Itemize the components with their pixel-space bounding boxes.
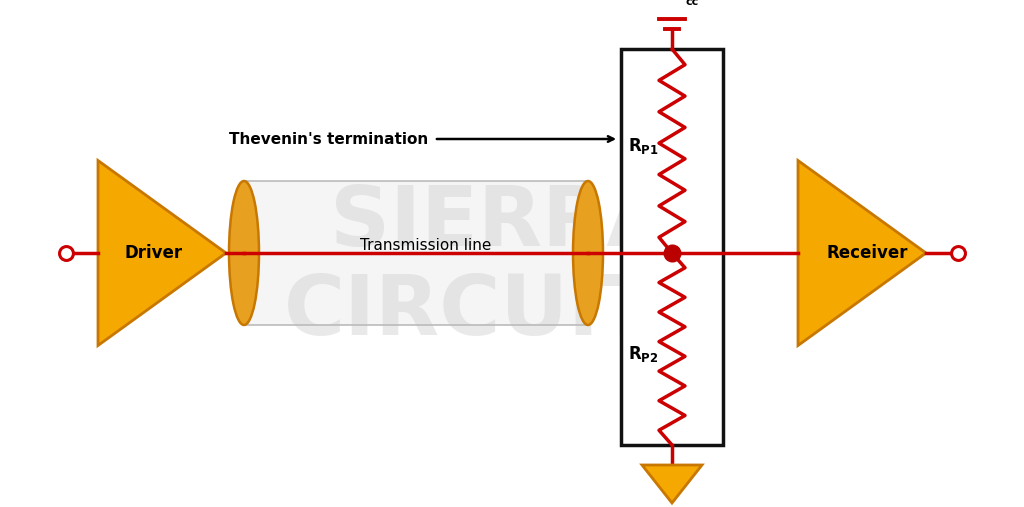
Ellipse shape xyxy=(229,181,259,325)
Text: V: V xyxy=(673,0,686,2)
Bar xyxy=(244,181,588,325)
Polygon shape xyxy=(642,465,702,503)
Text: cc: cc xyxy=(686,0,699,7)
Text: Transmission line: Transmission line xyxy=(360,237,492,252)
Text: $\mathbf{R_{P1}}$: $\mathbf{R_{P1}}$ xyxy=(628,136,658,156)
Text: CIRCUITS: CIRCUITS xyxy=(284,272,717,352)
Polygon shape xyxy=(798,161,926,345)
Bar xyxy=(621,49,723,445)
Text: Receiver: Receiver xyxy=(826,244,907,262)
Polygon shape xyxy=(98,161,226,345)
Ellipse shape xyxy=(573,181,603,325)
Text: $\mathbf{R_{P2}}$: $\mathbf{R_{P2}}$ xyxy=(628,344,658,364)
Text: SIERRA: SIERRA xyxy=(330,182,671,263)
Text: Thevenin's termination: Thevenin's termination xyxy=(228,131,428,147)
Text: Driver: Driver xyxy=(125,244,183,262)
